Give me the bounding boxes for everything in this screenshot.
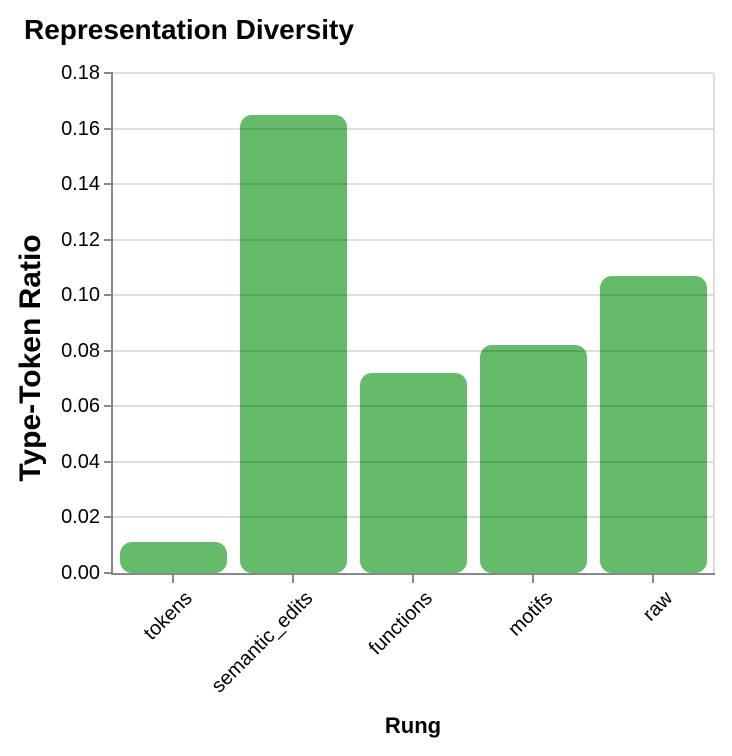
gridline [113,183,713,186]
y-tick-label: 0.12 [61,228,100,251]
y-tick-label: 0.10 [61,284,100,307]
x-tick [172,575,174,583]
y-tick-label: 0.02 [61,506,100,529]
bar-raw [599,275,707,573]
y-tick [104,127,113,130]
bar-functions [359,373,467,573]
chart-title: Representation Diversity [24,14,354,45]
gridline [113,72,713,74]
y-tick-label: 0.06 [61,395,100,418]
x-tick [652,575,654,583]
x-axis-line [111,573,715,575]
x-tick-label: tokens [139,587,197,645]
plot-area [113,72,715,574]
y-tick [104,294,113,297]
y-tick [104,238,113,241]
bar-motifs [479,345,587,573]
y-tick [104,405,113,408]
y-tick [104,572,113,574]
x-tick-label: motifs [503,587,557,641]
y-tick-label: 0.14 [61,173,100,196]
y-tick [104,349,113,352]
y-tick-label: 0.08 [61,339,100,362]
gridline [113,516,713,519]
x-tick [412,575,414,583]
y-tick [104,460,113,463]
bar-semantic_edits [239,114,347,573]
x-tick-label: semantic_edits [206,587,317,698]
y-tick [104,516,113,519]
gridline [113,294,713,297]
x-tick [532,575,534,583]
x-tick-label: raw [638,587,677,626]
y-tick [104,72,113,74]
gridline [113,405,713,408]
y-tick-label: 0.04 [61,450,100,473]
y-axis-line [111,73,113,575]
plot-right-border [713,73,715,574]
x-axis-title: Rung [384,713,442,738]
x-tick-label: functions [364,587,437,660]
gridline [113,349,713,352]
y-tick-label: 0.16 [61,117,100,140]
x-tick [292,575,294,583]
gridline [113,238,713,241]
y-tick-label: 0.00 [61,562,100,584]
gridline [113,460,713,463]
bar-tokens [119,542,227,573]
gridline [113,127,713,130]
y-tick [104,183,113,186]
y-tick-label: 0.18 [61,62,100,84]
